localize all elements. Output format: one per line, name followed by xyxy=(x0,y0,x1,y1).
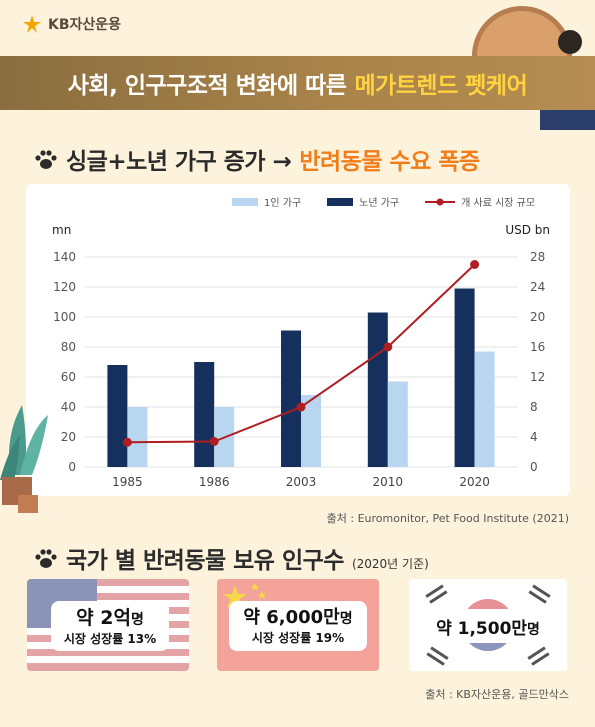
paw-icon xyxy=(35,150,57,169)
country-card-china: 약 6,000만명 시장 성장률 19% xyxy=(217,579,379,671)
source-note-2: 출처 : KB자산운용, 골드만삭스 xyxy=(425,688,569,701)
country-stat-korea: 약 1,500만명 xyxy=(425,609,551,643)
star-logo-icon xyxy=(23,15,41,33)
potted-plant-illustration xyxy=(0,405,48,513)
banner-accent: 메가트렌드 펫케어 xyxy=(354,73,528,99)
section-heading-1: 싱글+노년 가구 증가 → 반려동물 수요 폭증 xyxy=(34,142,480,176)
chart-card xyxy=(26,184,570,496)
legend-item-elderly: 노년 가구 xyxy=(327,194,399,209)
stat-unit: 명 xyxy=(130,612,144,628)
brand-name: KB자산운용 xyxy=(48,17,122,33)
legend-swatch xyxy=(232,197,258,206)
section-2-title: 국가 별 반려동물 보유 인구수 xyxy=(66,548,344,574)
stat-unit: 명 xyxy=(527,622,540,638)
legend-swatch xyxy=(327,197,354,206)
banner-title: 사회, 인구구조적 변화에 따른 xyxy=(67,73,347,99)
section-1-accent: 반려동물 수요 폭증 xyxy=(299,149,480,175)
legend-label: 1인 가구 xyxy=(264,198,302,209)
legend-label: 개 사료 시장 규모 xyxy=(461,198,536,209)
stat-value: 약 2억 xyxy=(76,607,131,629)
country-stat-usa: 약 2억명 시장 성장률 13% xyxy=(51,601,169,651)
country-stat-china: 약 6,000만명 시장 성장률 19% xyxy=(229,601,367,651)
legend-label: 노년 가구 xyxy=(359,198,400,209)
stat-value: 약 6,000만 xyxy=(243,607,340,628)
section-1-title: 싱글+노년 가구 증가 → xyxy=(66,149,292,175)
title-banner: 사회, 인구구조적 변화에 따른 메가트렌드 펫케어 xyxy=(0,56,595,110)
country-card-korea: 약 1,500만명 xyxy=(409,579,567,671)
stat-value: 약 1,500만 xyxy=(436,619,528,639)
country-card-usa: 약 2억명 시장 성장률 13% xyxy=(27,579,189,671)
legend-item-single: 1인 가구 xyxy=(232,194,301,209)
brand-logo: KB자산운용 xyxy=(22,14,121,34)
stat-growth: 시장 성장률 19% xyxy=(251,631,345,645)
chart-legend: 1인 가구 노년 가구 개 사료 시장 규모 xyxy=(232,194,535,209)
legend-item-dogfood: 개 사료 시장 규모 xyxy=(425,194,535,209)
stat-growth: 시장 성장률 13% xyxy=(63,632,157,646)
paw-icon xyxy=(35,549,57,568)
source-note-1: 출처 : Euromonitor, Pet Food Institute (20… xyxy=(326,512,569,525)
legend-line-swatch xyxy=(425,198,456,205)
stat-unit: 명 xyxy=(339,611,353,627)
section-heading-2: 국가 별 반려동물 보유 인구수 (2020년 기준) xyxy=(34,541,429,575)
section-2-note: (2020년 기준) xyxy=(351,557,429,571)
